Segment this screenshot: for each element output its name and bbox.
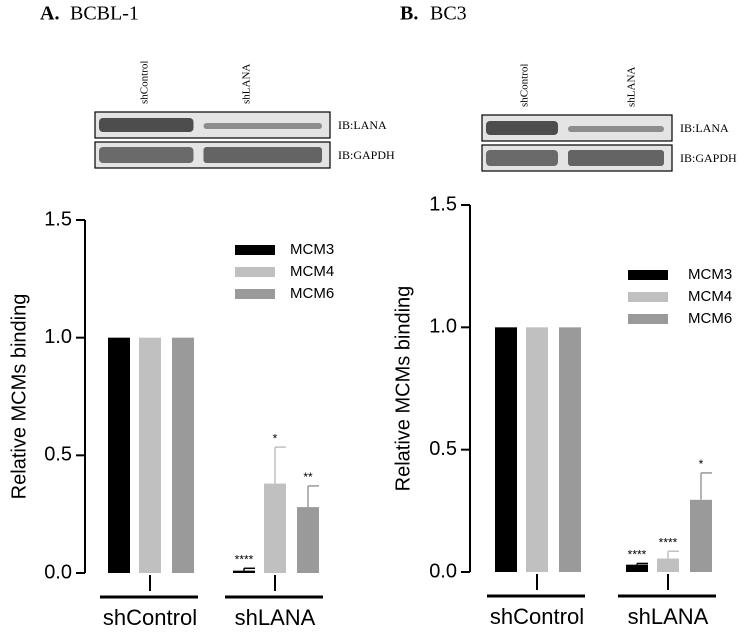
panel-label: B.	[400, 3, 418, 25]
legend-swatch	[628, 270, 668, 280]
legend-swatch	[628, 292, 668, 302]
blot-row-label: IB:LANA	[338, 118, 387, 132]
bar	[526, 327, 548, 572]
legend-label: MCM3	[688, 266, 732, 283]
blot-lane-label: shControl	[139, 61, 151, 104]
bar	[172, 337, 194, 573]
x-tick-label: shLANA	[628, 604, 709, 629]
blot-row-label: IB:LANA	[680, 121, 729, 135]
blot-row-label: IB:GAPDH	[680, 151, 737, 165]
panel-label: A.	[40, 3, 59, 25]
legend-label: MCM3	[290, 241, 334, 258]
panel-title: BC3	[430, 3, 467, 25]
y-tick-label: 0.5	[429, 438, 457, 460]
y-axis-label: Relative MCMs binding	[8, 294, 30, 500]
x-tick-label: shLANA	[235, 605, 316, 630]
y-tick-label: 0.0	[429, 560, 457, 582]
x-tick-label: shControl	[103, 605, 197, 630]
bar	[626, 564, 648, 572]
blot-lane-label: shControl	[519, 64, 531, 107]
y-axis-label: Relative MCMs binding	[392, 286, 414, 492]
bar	[108, 337, 130, 573]
blot-band	[203, 147, 322, 163]
bar	[559, 327, 581, 572]
y-tick-label: 1.0	[429, 316, 457, 338]
blot-lane-label: shLANA	[626, 67, 638, 107]
bar	[297, 507, 319, 573]
blot-band	[568, 126, 664, 132]
legend-label: MCM4	[290, 263, 334, 280]
significance-label: *	[273, 431, 278, 445]
blot-band	[486, 150, 558, 166]
legend-swatch	[235, 289, 275, 299]
significance-label: ****	[628, 548, 647, 562]
blot-band	[99, 147, 194, 163]
y-tick-label: 1.5	[429, 193, 457, 215]
y-tick-label: 1.0	[44, 326, 72, 348]
legend-swatch	[628, 314, 668, 324]
y-tick-label: 0.0	[44, 561, 72, 583]
legend-label: MCM4	[688, 288, 732, 305]
bar	[657, 558, 679, 572]
blot-band	[486, 121, 558, 135]
significance-label: ****	[235, 552, 254, 566]
legend-swatch	[235, 245, 275, 255]
blot-band	[203, 123, 322, 129]
significance-label: **	[303, 470, 313, 484]
bar	[690, 499, 712, 572]
y-tick-label: 1.5	[44, 208, 72, 230]
panel-title: BCBL-1	[70, 3, 139, 25]
bar	[233, 570, 255, 573]
significance-label: *	[699, 457, 704, 471]
x-tick-label: shControl	[490, 604, 584, 629]
blot-band	[568, 150, 664, 166]
bar	[495, 327, 517, 572]
legend-label: MCM6	[290, 285, 334, 302]
bar	[264, 483, 286, 573]
blot-row-label: IB:GAPDH	[338, 148, 395, 162]
legend-label: MCM6	[688, 310, 732, 327]
legend-swatch	[235, 267, 275, 277]
bar	[139, 337, 161, 573]
significance-label: ****	[659, 535, 678, 549]
y-tick-label: 0.5	[44, 444, 72, 466]
blot-lane-label: shLANA	[241, 64, 253, 104]
blot-band	[99, 118, 194, 132]
